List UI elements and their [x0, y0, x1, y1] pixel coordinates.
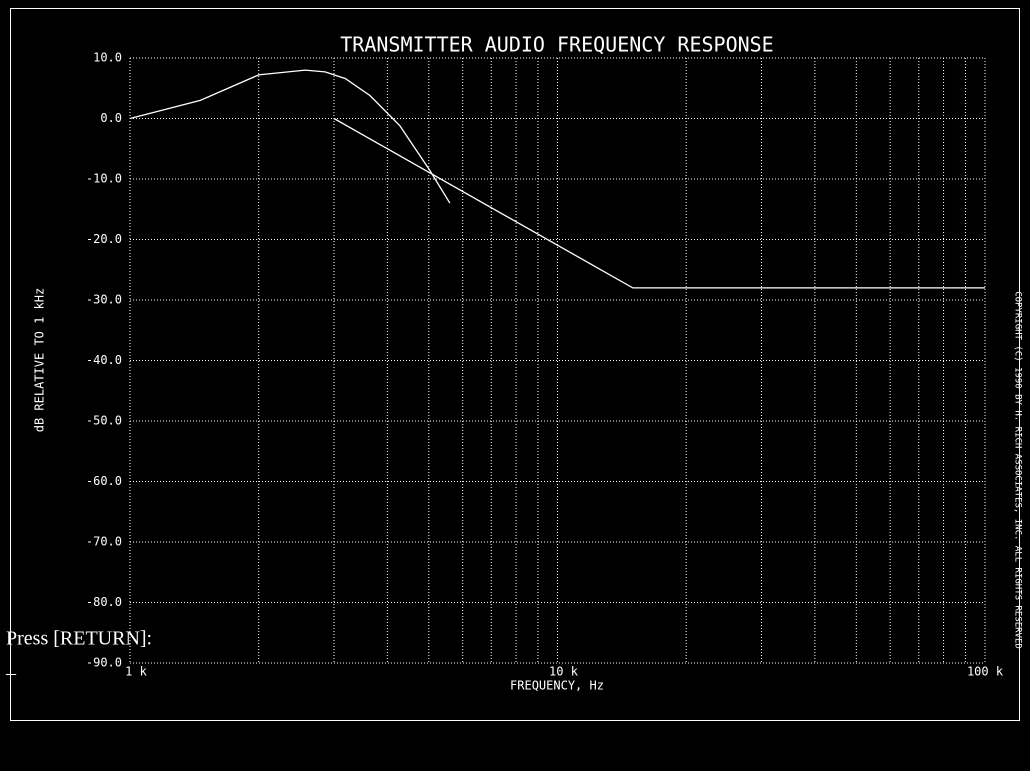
- y-tick-label: -80.0: [86, 595, 122, 609]
- prompt: Press [RETURN]:: [6, 628, 152, 650]
- cursor: _: [5, 656, 17, 678]
- y-tick-label: -40.0: [86, 353, 122, 367]
- series-line: [333, 117, 985, 289]
- frame: [10, 8, 1020, 721]
- y-tick-label: -90.0: [86, 656, 122, 670]
- y-tick-label: -70.0: [86, 535, 122, 549]
- y-tick-label: -50.0: [86, 414, 122, 428]
- y-axis-label: dB RELATIVE TO 1 kHz: [33, 288, 47, 433]
- x-tick-label: 100 k: [967, 665, 1004, 679]
- y-tick-label: 10.0: [93, 51, 122, 65]
- x-tick-label: 10 k: [549, 665, 579, 679]
- y-tick-label: 0.0: [100, 111, 122, 125]
- y-tick-label: -10.0: [86, 172, 122, 186]
- chart-title: TRANSMITTER AUDIO FREQUENCY RESPONSE: [340, 33, 773, 57]
- x-tick-label: 1 k: [125, 665, 147, 679]
- y-tick-label: -30.0: [86, 293, 122, 307]
- x-axis-label: FREQUENCY, Hz: [510, 679, 604, 693]
- series-line: [129, 69, 451, 204]
- copyright: COPYRIGHT (C) 1990 BY H. RICH ASSOCIATES…: [1013, 291, 1023, 649]
- y-tick-label: -20.0: [86, 232, 122, 246]
- y-tick-label: -60.0: [86, 474, 122, 488]
